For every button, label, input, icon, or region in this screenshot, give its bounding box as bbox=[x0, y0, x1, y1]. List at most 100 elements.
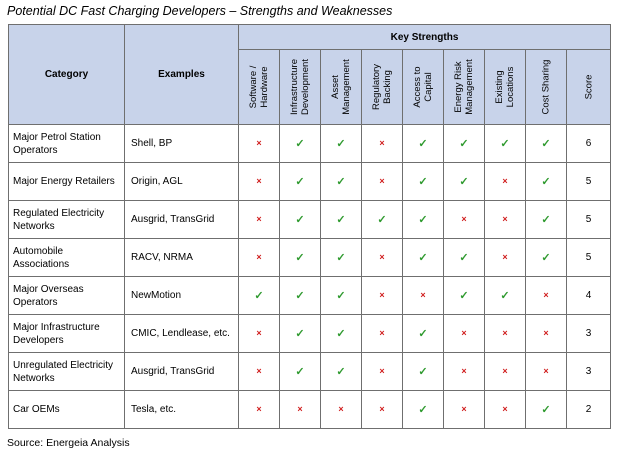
header-strength-label: Software / Hardware bbox=[248, 66, 270, 109]
strength-cell: ✓ bbox=[402, 352, 444, 391]
strength-cell: × bbox=[361, 390, 403, 429]
cross-icon: × bbox=[256, 138, 262, 148]
check-icon: ✓ bbox=[336, 328, 346, 340]
header-strength-line: Asset bbox=[330, 75, 341, 99]
table-row: Major Energy Retailers Origin, AGL × ✓ ✓ × ✓ ✓ ×… bbox=[8, 162, 612, 201]
check-icon: ✓ bbox=[541, 404, 551, 416]
source-note: Source: Energeia Analysis bbox=[7, 437, 130, 449]
strength-cell: × bbox=[484, 200, 526, 239]
header-strength-line: Existing bbox=[494, 70, 505, 104]
strength-cell: × bbox=[361, 124, 403, 163]
strength-cell: ✓ bbox=[279, 200, 321, 239]
header-strength: Existing Locations bbox=[484, 49, 526, 125]
score-cell: 6 bbox=[565, 124, 612, 163]
table-row: Unregulated Electricity Networks Ausgrid, … bbox=[8, 352, 612, 391]
strength-cell: × bbox=[525, 276, 567, 315]
header-score: Score bbox=[565, 49, 612, 125]
check-icon: ✓ bbox=[336, 252, 346, 264]
category-cell: Major Infrastructure Developers bbox=[8, 314, 125, 353]
strength-cell: ✓ bbox=[320, 162, 362, 201]
strength-cell: ✓ bbox=[402, 124, 444, 163]
score-cell: 2 bbox=[565, 390, 612, 429]
check-icon: ✓ bbox=[459, 252, 469, 264]
cross-icon: × bbox=[543, 366, 549, 376]
strength-cell: ✓ bbox=[238, 276, 280, 315]
strength-cell: × bbox=[238, 200, 280, 239]
header-strength-label: Asset Management bbox=[330, 59, 352, 114]
strength-cell: × bbox=[525, 352, 567, 391]
header-strength-line: Cost Sharing bbox=[540, 59, 552, 115]
strength-cell: ✓ bbox=[525, 200, 567, 239]
check-icon: ✓ bbox=[336, 214, 346, 226]
check-icon: ✓ bbox=[295, 366, 305, 378]
header-strength-label: Existing Locations bbox=[494, 67, 516, 108]
check-icon: ✓ bbox=[418, 366, 428, 378]
cross-icon: × bbox=[297, 404, 303, 414]
table-row: Automobile Associations RACV, NRMA × ✓ ✓ × ✓ ✓ × ✓… bbox=[8, 238, 612, 277]
strength-cell: ✓ bbox=[279, 124, 321, 163]
check-icon: ✓ bbox=[459, 290, 469, 302]
header-strength-line: Capital bbox=[423, 72, 434, 102]
table-body: Major Petrol Station Operators Shell, BP × ✓… bbox=[8, 124, 612, 429]
strength-cell: ✓ bbox=[402, 162, 444, 201]
examples-cell: RACV, NRMA bbox=[124, 238, 239, 277]
strength-cell: × bbox=[361, 314, 403, 353]
examples-cell: Origin, AGL bbox=[124, 162, 239, 201]
check-icon: ✓ bbox=[377, 214, 387, 226]
cross-icon: × bbox=[461, 404, 467, 414]
header-category: Category bbox=[8, 24, 125, 125]
cross-icon: × bbox=[379, 404, 385, 414]
category-line: Operators bbox=[13, 296, 58, 308]
strength-cell: × bbox=[320, 390, 362, 429]
page-title: Potential DC Fast Charging Developers – … bbox=[7, 4, 393, 18]
check-icon: ✓ bbox=[418, 252, 428, 264]
score-cell: 5 bbox=[565, 238, 612, 277]
strength-cell: ✓ bbox=[525, 124, 567, 163]
cross-icon: × bbox=[256, 366, 262, 376]
strength-cell: × bbox=[443, 200, 485, 239]
strength-cell: ✓ bbox=[279, 314, 321, 353]
header-strength-line: Development bbox=[300, 59, 311, 115]
strength-cell: ✓ bbox=[525, 238, 567, 277]
header-strength-line: Backing bbox=[382, 70, 393, 104]
category-line: Car OEMs bbox=[13, 404, 60, 415]
check-icon: ✓ bbox=[541, 138, 551, 150]
cross-icon: × bbox=[338, 404, 344, 414]
check-icon: ✓ bbox=[295, 328, 305, 340]
strength-cell: ✓ bbox=[320, 124, 362, 163]
check-icon: ✓ bbox=[541, 176, 551, 188]
strength-cell: ✓ bbox=[402, 390, 444, 429]
check-icon: ✓ bbox=[541, 252, 551, 264]
strength-cell: ✓ bbox=[320, 276, 362, 315]
strength-cell: × bbox=[525, 314, 567, 353]
table-row: Major Overseas Operators NewMotion ✓ ✓ ✓ × × ✓ ✓ ×… bbox=[8, 276, 612, 315]
check-icon: ✓ bbox=[295, 138, 305, 150]
category-line: Automobile bbox=[13, 245, 64, 257]
strength-cell: × bbox=[484, 314, 526, 353]
category-line: Major Energy Retailers bbox=[13, 176, 115, 187]
strength-cell: × bbox=[238, 124, 280, 163]
cross-icon: × bbox=[256, 176, 262, 186]
table-row: Car OEMs Tesla, etc. × × × × ✓ × × ✓ 2 bbox=[8, 390, 612, 429]
score-cell: 3 bbox=[565, 352, 612, 391]
strength-cell: ✓ bbox=[443, 124, 485, 163]
strength-cell: × bbox=[443, 352, 485, 391]
strength-cell: ✓ bbox=[484, 276, 526, 315]
check-icon: ✓ bbox=[418, 328, 428, 340]
strength-cell: × bbox=[238, 352, 280, 391]
category-cell: Major Overseas Operators bbox=[8, 276, 125, 315]
cross-icon: × bbox=[256, 404, 262, 414]
examples-cell: Ausgrid, TransGrid bbox=[124, 352, 239, 391]
check-icon: ✓ bbox=[295, 290, 305, 302]
strength-cell: ✓ bbox=[279, 162, 321, 201]
check-icon: ✓ bbox=[500, 290, 510, 302]
header-examples: Examples bbox=[124, 24, 239, 125]
strength-cell: × bbox=[361, 238, 403, 277]
category-cell: Regulated Electricity Networks bbox=[8, 200, 125, 239]
category-line: Operators bbox=[13, 144, 58, 156]
header-strength-line: Energy Risk bbox=[453, 61, 464, 113]
cross-icon: × bbox=[379, 252, 385, 262]
strength-cell: ✓ bbox=[402, 200, 444, 239]
check-icon: ✓ bbox=[418, 214, 428, 226]
header-strength: Regulatory Backing bbox=[361, 49, 403, 125]
